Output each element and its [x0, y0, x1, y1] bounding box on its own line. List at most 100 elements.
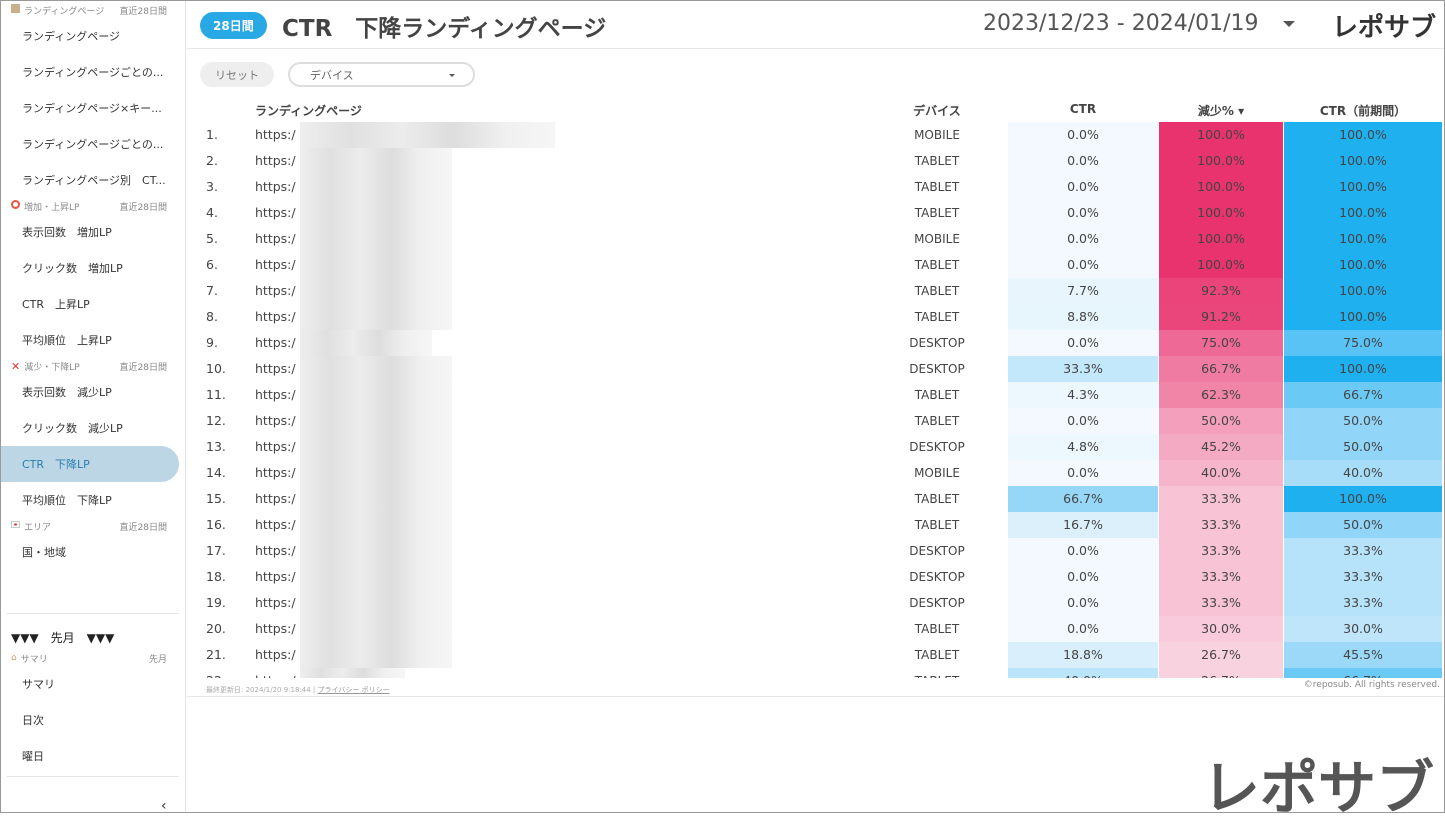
table-row[interactable]: 10. https:/ DESKTOP 33.3% 66.7% 100.0%	[197, 356, 1442, 382]
sidebar-item[interactable]: 平均順位 下降LP	[22, 494, 112, 507]
table-row[interactable]: 1. https:/ MOBILE 0.0% 100.0% 100.0%	[197, 122, 1442, 148]
sidebar-item[interactable]: 表示回数 減少LP	[22, 386, 112, 399]
header-ctr[interactable]: CTR	[1069, 102, 1097, 116]
divider	[187, 696, 1444, 697]
table-row[interactable]: 3. https:/ TABLET 0.0% 100.0% 100.0%	[197, 174, 1442, 200]
sidebar-item[interactable]: クリック数 増加LP	[22, 262, 123, 275]
table-row[interactable]: 4. https:/ TABLET 0.0% 100.0% 100.0%	[197, 200, 1442, 226]
table-row[interactable]: 7. https:/ TABLET 7.7% 92.3% 100.0%	[197, 278, 1442, 304]
reset-button[interactable]: リセット	[200, 62, 274, 87]
table-row[interactable]: 18. https:/ DESKTOP 0.0% 33.3% 33.3%	[197, 564, 1442, 590]
section-period: 直近28日間	[119, 202, 167, 213]
sidebar-item[interactable]: 国・地域	[22, 546, 66, 559]
table-row[interactable]: 22. https:/ TABLET 40.0% 26.7% 66.7%	[197, 668, 1442, 678]
decline-cell: 100.0%	[1159, 252, 1283, 278]
landing-page-url[interactable]: https:/	[255, 309, 296, 324]
landing-page-url[interactable]: https:/	[255, 387, 296, 402]
period-badge[interactable]: 28日間	[200, 12, 267, 39]
table-row[interactable]: 20. https:/ TABLET 0.0% 30.0% 30.0%	[197, 616, 1442, 642]
ctr-cell: 0.0%	[1008, 226, 1158, 252]
landing-page-url[interactable]: https:/	[255, 543, 296, 558]
sidebar-item[interactable]: ランディングページ	[22, 30, 121, 43]
decline-cell: 100.0%	[1159, 122, 1283, 148]
table-row[interactable]: 15. https:/ TABLET 66.7% 33.3% 100.0%	[197, 486, 1442, 512]
landing-page-url[interactable]: https:/	[255, 179, 296, 194]
landing-page-url[interactable]: https:/	[255, 205, 296, 220]
table-row[interactable]: 12. https:/ TABLET 0.0% 50.0% 50.0%	[197, 408, 1442, 434]
sidebar-item[interactable]: ランディングページごとの...	[22, 138, 164, 151]
date-dropdown-icon[interactable]	[1283, 21, 1295, 27]
header-page[interactable]: ランディングページ	[255, 104, 362, 118]
sidebar-item[interactable]: クリック数 減少LP	[22, 422, 123, 435]
landing-page-url[interactable]: https:/	[255, 231, 296, 246]
sidebar-item[interactable]: CTR 下降LP	[1, 446, 179, 482]
device-cell: TABLET	[877, 668, 997, 678]
header-device[interactable]: デバイス	[913, 104, 961, 118]
table-row[interactable]: 17. https:/ DESKTOP 0.0% 33.3% 33.3%	[197, 538, 1442, 564]
privacy-link[interactable]: プライバシー ポリシー	[317, 686, 390, 694]
decline-cell: 26.7%	[1159, 668, 1283, 678]
ctr-cell: 8.8%	[1008, 304, 1158, 330]
table-row[interactable]: 8. https:/ TABLET 8.8% 91.2% 100.0%	[197, 304, 1442, 330]
landing-page-url[interactable]: https:/	[255, 283, 296, 298]
decline-cell: 92.3%	[1159, 278, 1283, 304]
landing-page-url[interactable]: https:/	[255, 491, 296, 506]
table-row[interactable]: 19. https:/ DESKTOP 0.0% 33.3% 33.3%	[197, 590, 1442, 616]
landing-page-url[interactable]: https:/	[255, 257, 296, 272]
sidebar-item[interactable]: 表示回数 増加LP	[22, 226, 112, 239]
table-row[interactable]: 21. https:/ TABLET 18.8% 26.7% 45.5%	[197, 642, 1442, 668]
landing-page-url[interactable]: https:/	[255, 335, 296, 350]
date-range[interactable]: 2023/12/23 - 2024/01/19	[983, 11, 1259, 36]
landing-page-url[interactable]: https:/	[255, 361, 296, 376]
table-row[interactable]: 14. https:/ MOBILE 0.0% 40.0% 40.0%	[197, 460, 1442, 486]
sidebar-item[interactable]: 日次	[22, 714, 44, 727]
landing-page-url[interactable]: https:/	[255, 595, 296, 610]
section-header: ⌂ サマリ 先月	[1, 650, 185, 666]
ctr-cell: 0.0%	[1008, 174, 1158, 200]
sidebar-item[interactable]: 曜日	[22, 750, 44, 763]
collapse-sidebar-button[interactable]: ‹	[161, 798, 167, 814]
sidebar-item[interactable]: CTR 上昇LP	[22, 298, 90, 311]
footer-updated: 最終更新日: 2024/1/20 9:18:44 | プライバシー ポリシー	[206, 686, 390, 694]
landing-page-url[interactable]: https:/	[255, 668, 296, 678]
row-number: 10.	[206, 361, 226, 376]
header-decline[interactable]: 減少% ▾	[1197, 104, 1245, 118]
table-row[interactable]: 5. https:/ MOBILE 0.0% 100.0% 100.0%	[197, 226, 1442, 252]
sidebar-item[interactable]: ランディングページごとの...	[22, 66, 164, 79]
landing-page-url[interactable]: https:/	[255, 439, 296, 454]
sidebar: ランディングページ 直近28日間 ランディングページ ランディングページごとの... ラ…	[1, 1, 186, 814]
landing-page-url[interactable]: https:/	[255, 127, 296, 142]
url-redacted	[300, 460, 452, 486]
sidebar-item[interactable]: サマリ	[22, 678, 55, 691]
table-row[interactable]: 2. https:/ TABLET 0.0% 100.0% 100.0%	[197, 148, 1442, 174]
landing-page-url[interactable]: https:/	[255, 517, 296, 532]
ctr-prev-cell: 100.0%	[1284, 226, 1442, 252]
cross-icon: ✕	[11, 359, 21, 373]
landing-page-url[interactable]: https:/	[255, 153, 296, 168]
landing-page-url[interactable]: https:/	[255, 413, 296, 428]
divider	[7, 776, 179, 777]
section-label: エリア	[24, 522, 52, 533]
table-row[interactable]: 16. https:/ TABLET 16.7% 33.3% 50.0%	[197, 512, 1442, 538]
sidebar-item[interactable]: ランディングページ×キー...	[22, 102, 162, 115]
table-row[interactable]: 9. https:/ DESKTOP 0.0% 75.0% 75.0%	[197, 330, 1442, 356]
table-row[interactable]: 6. https:/ TABLET 0.0% 100.0% 100.0%	[197, 252, 1442, 278]
table-row[interactable]: 13. https:/ DESKTOP 4.8% 45.2% 50.0%	[197, 434, 1442, 460]
header-ctr-prev[interactable]: CTR（前期間）	[1319, 104, 1407, 118]
landing-page-url[interactable]: https:/	[255, 569, 296, 584]
landing-page-url[interactable]: https:/	[255, 621, 296, 636]
table-row[interactable]: 11. https:/ TABLET 4.3% 62.3% 66.7%	[197, 382, 1442, 408]
landing-page-url[interactable]: https:/	[255, 465, 296, 480]
url-redacted	[300, 538, 452, 564]
ctr-cell: 0.0%	[1008, 200, 1158, 226]
ctr-prev-cell: 50.0%	[1284, 434, 1442, 460]
sidebar-item[interactable]: 平均順位 上昇LP	[22, 334, 112, 347]
row-number: 18.	[206, 569, 226, 584]
device-filter[interactable]: デバイス	[288, 62, 475, 87]
landing-page-url[interactable]: https:/	[255, 647, 296, 662]
sidebar-item[interactable]: ランディングページ別 CT...	[22, 174, 166, 187]
decline-cell: 100.0%	[1159, 148, 1283, 174]
ctr-prev-cell: 75.0%	[1284, 330, 1442, 356]
url-redacted	[300, 174, 452, 200]
copyright: ©reposub. All rights reserved.	[1303, 680, 1440, 690]
